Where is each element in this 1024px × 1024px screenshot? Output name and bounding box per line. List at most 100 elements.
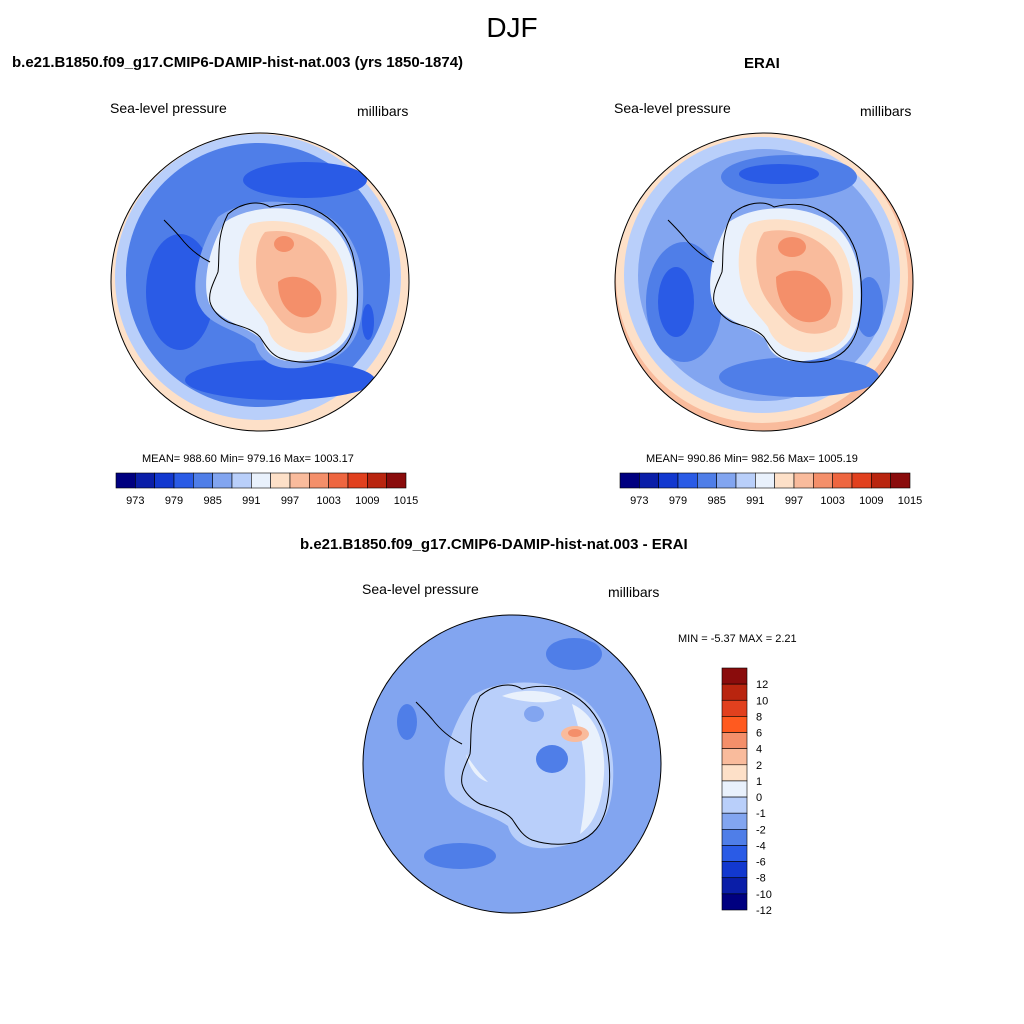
colorbar-swatch: [251, 472, 271, 489]
colorbar-tick-label: -10: [756, 889, 772, 901]
colorbar-swatch: [890, 472, 911, 489]
colorbar-swatch: [619, 472, 640, 489]
colorbar-swatch: [231, 472, 252, 489]
colorbar-swatch: [721, 732, 748, 749]
colorbar-swatch: [721, 877, 748, 895]
colorbar-tick-label: 4: [756, 744, 762, 756]
map-fill-near-zero-north: [502, 690, 562, 703]
panel-2-units-label: millibars: [860, 103, 912, 119]
colorbar-tick-label: 979: [669, 495, 687, 507]
colorbar-swatch: [716, 472, 737, 489]
colorbar-tick-label: -12: [756, 905, 772, 917]
colorbar-tick-label: 985: [203, 495, 221, 507]
panel-2-stats: MEAN= 990.86 Min= 982.56 Max= 1005.19: [646, 453, 858, 465]
colorbar-tick-label: 10: [756, 695, 768, 707]
panel-3-title: b.e21.B1850.f09_g17.CMIP6-DAMIP-hist-nat…: [300, 536, 688, 553]
panel-2-colorbar: 973 979 985 991 997 1003 1009 1015: [619, 472, 922, 507]
colorbar-swatch: [721, 893, 748, 911]
colorbar-tick-label: -8: [756, 873, 766, 885]
colorbar-tick-label: -1: [756, 808, 766, 820]
colorbar-swatch: [774, 472, 795, 489]
colorbar-swatch: [173, 472, 194, 489]
colorbar-tick-label: 1015: [394, 495, 418, 507]
antarctic-coastline: [667, 202, 863, 363]
colorbar-tick-label: 973: [630, 495, 648, 507]
colorbar-swatch: [309, 472, 329, 489]
antarctic-coastline: [415, 684, 611, 845]
colorbar-swatch: [289, 472, 310, 489]
map-fill-pos-east-core: [568, 729, 582, 737]
map-fill-neg-interior-north: [524, 706, 544, 722]
colorbar-swatch: [328, 472, 349, 489]
colorbar-tick-label: 1009: [859, 495, 883, 507]
colorbar-swatch: [871, 472, 891, 489]
colorbar-swatch: [832, 472, 853, 489]
colorbar-swatch: [813, 472, 833, 489]
colorbar-tick-label: 8: [756, 711, 762, 723]
colorbar-tick-label: 985: [707, 495, 725, 507]
colorbar-swatch: [135, 472, 155, 489]
colorbar-swatch: [154, 472, 175, 489]
colorbar-tick-label: -4: [756, 840, 766, 852]
colorbar-tick-label: 0: [756, 792, 762, 804]
antarctic-coastline: [163, 202, 359, 363]
colorbar-tick-label: 1009: [355, 495, 379, 507]
map-fill-near-zero-east: [572, 704, 605, 834]
colorbar-tick-label: 2: [756, 760, 762, 772]
colorbar-tick-label: 1: [756, 776, 762, 788]
colorbar-swatch: [793, 472, 814, 489]
colorbar-swatch: [721, 845, 748, 862]
colorbar-swatch: [347, 472, 368, 489]
colorbar-tick-label: 6: [756, 728, 762, 740]
panel-3-units-label: millibars: [608, 584, 660, 600]
panel-2-map: [614, 132, 914, 432]
colorbar-swatch: [721, 683, 748, 701]
panel-1-units-label: millibars: [357, 103, 409, 119]
colorbar-swatch: [212, 472, 233, 489]
panel-3-stats: MIN = -5.37 MAX = 2.21: [678, 633, 797, 645]
colorbar-swatch: [721, 699, 748, 717]
panel-1-stats: MEAN= 988.60 Min= 979.16 Max= 1003.17: [142, 453, 354, 465]
map-fill-neg-north: [546, 638, 602, 670]
colorbar-tick-label: -6: [756, 857, 766, 869]
map-fill-core-west: [658, 267, 694, 337]
colorbar-swatch: [721, 861, 748, 879]
panel-1-colorbar: 973 979 985 991 997 1003 1009 1015: [115, 472, 418, 507]
map-fill-continent-peak: [278, 276, 322, 318]
colorbar-tick-label: 991: [746, 495, 764, 507]
colorbar-swatch: [386, 472, 407, 489]
map-fill-low-west: [146, 234, 214, 350]
colorbar-tick-label: 997: [281, 495, 299, 507]
colorbar-swatch: [658, 472, 679, 489]
colorbar-swatch: [721, 764, 748, 782]
map-fill-low-south: [185, 360, 375, 400]
colorbar-tick-label: 1003: [316, 495, 340, 507]
colorbar-tick-label: 973: [126, 495, 144, 507]
colorbar-swatch: [270, 472, 291, 489]
panel-3-map: [362, 614, 662, 914]
panel-2-variable-label: Sea-level pressure: [614, 100, 731, 116]
map-fill-core-east: [739, 164, 819, 184]
panel-1-title: b.e21.B1850.f09_g17.CMIP6-DAMIP-hist-nat…: [12, 54, 464, 71]
colorbar-swatch: [721, 812, 748, 830]
colorbar-tick-label: 991: [242, 495, 260, 507]
map-fill-neg-west: [397, 704, 417, 740]
colorbar-swatch: [721, 796, 748, 814]
map-fill-continent-peak-west: [778, 237, 806, 257]
colorbar-tick-label: 1003: [820, 495, 844, 507]
colorbar-swatch: [639, 472, 659, 489]
colorbar-swatch: [193, 472, 213, 489]
colorbar-swatch: [721, 748, 748, 766]
colorbar-swatch: [115, 472, 136, 489]
map-fill-neg-interior: [536, 745, 568, 773]
map-fill-continent-peak-west: [274, 236, 294, 252]
colorbar-tick-label: 1015: [898, 495, 922, 507]
colorbar-swatch: [721, 780, 748, 798]
panel-2-title: ERAI: [744, 55, 780, 72]
colorbar-swatch: [697, 472, 717, 489]
map-fill-low-southeast: [362, 304, 374, 340]
map-fill-low-east: [243, 162, 367, 198]
map-fill-neg-southwest: [424, 843, 496, 869]
colorbar-swatch: [735, 472, 756, 489]
